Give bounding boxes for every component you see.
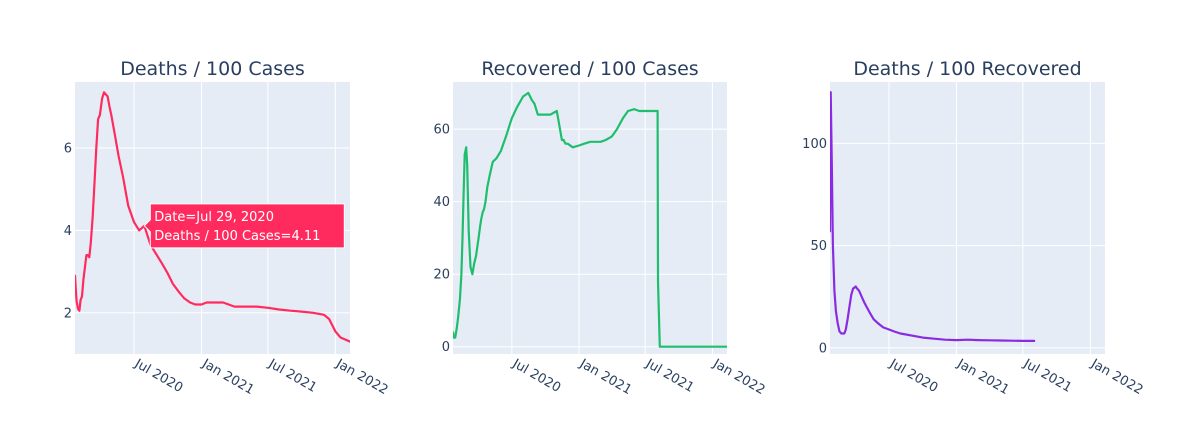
- y-tick-label: 4: [64, 224, 72, 239]
- plot-background: [453, 82, 727, 354]
- y-tick-label: 2: [64, 306, 72, 321]
- y-tick-label: 60: [433, 123, 450, 138]
- plot-background: [830, 82, 1105, 354]
- x-tick-label: Jan 2022: [332, 356, 390, 398]
- chart-title: Recovered / 100 Cases: [481, 58, 698, 80]
- panel-3: Jul 2020 Jan 2021 Jul 2021 Jan 2022 0 50 100 De…: [802, 58, 1145, 398]
- hover-tooltip: Date=Jul 29, 2020 Deaths / 100 Cases=4.11: [143, 203, 345, 249]
- x-tick-label: Jul 2021: [265, 356, 319, 396]
- chart-title: Deaths / 100 Cases: [120, 58, 305, 80]
- x-tick-label: Jul 2020: [509, 356, 563, 396]
- y-tick-label: 100: [802, 137, 827, 152]
- panel-1: Jul 2020 Jan 2021 Jul 2021 Jan 2022 2 4 6 Death…: [64, 58, 391, 398]
- x-tick-label: Jul 2021: [1020, 356, 1074, 396]
- tooltip-box: [143, 203, 345, 249]
- x-tick-label: Jul 2020: [131, 356, 185, 396]
- x-tick-label: Jan 2021: [954, 356, 1012, 398]
- series-line[interactable]: [453, 91, 727, 348]
- tooltip-value: Deaths / 100 Cases=4.11: [154, 229, 320, 244]
- y-tick-label: 6: [64, 141, 72, 156]
- x-tick-label: Jul 2020: [886, 356, 940, 396]
- tooltip-date: Date=Jul 29, 2020: [154, 210, 274, 225]
- x-tick-label: Jan 2021: [576, 356, 634, 398]
- x-tick-label: Jan 2022: [1087, 356, 1145, 398]
- series-line[interactable]: [830, 91, 1036, 342]
- y-tick-label: 0: [819, 341, 827, 356]
- y-tick-label: 20: [433, 268, 450, 283]
- y-tick-label: 50: [810, 239, 827, 254]
- series-line[interactable]: [75, 91, 350, 343]
- y-tick-label: 0: [442, 340, 450, 355]
- x-tick-label: Jan 2022: [710, 356, 768, 398]
- x-tick-label: Jan 2021: [199, 356, 257, 398]
- x-tick-label: Jul 2021: [642, 356, 696, 396]
- y-tick-label: 40: [433, 195, 450, 210]
- chart-title: Deaths / 100 Recovered: [853, 58, 1081, 80]
- panel-2: Jul 2020 Jan 2021 Jul 2021 Jan 2022 0 20 40 60 R…: [433, 58, 767, 398]
